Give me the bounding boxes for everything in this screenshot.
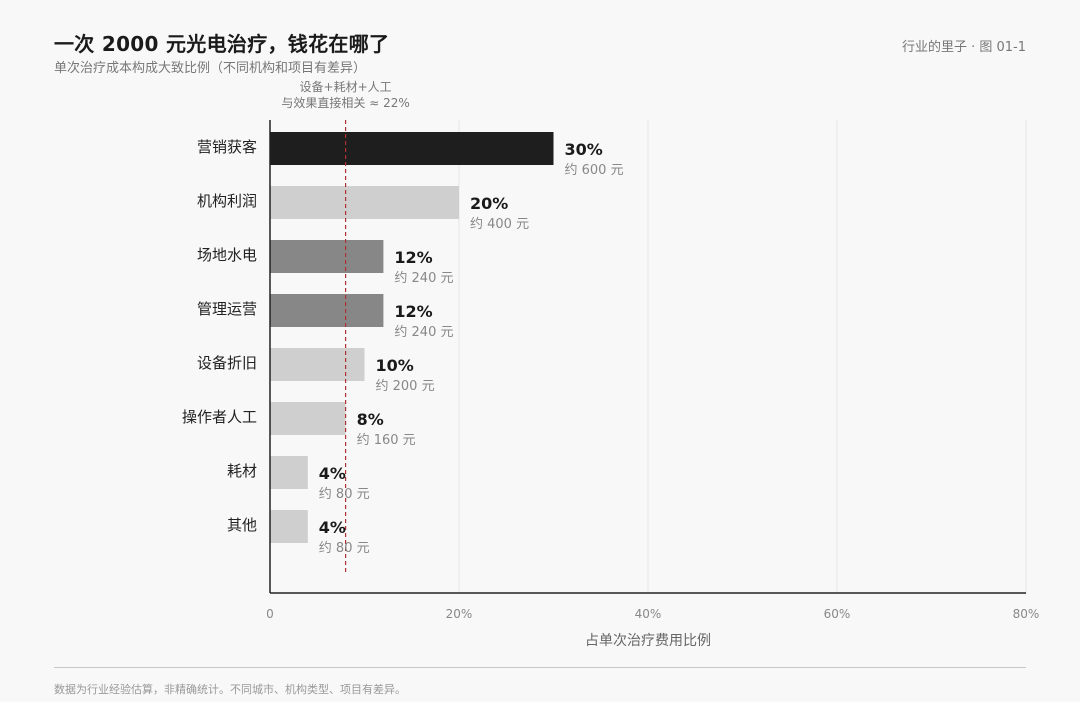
- x-tick-label: 0: [266, 607, 274, 621]
- chart-title: 一次 2000 元光电治疗，钱花在哪了: [54, 32, 390, 56]
- grid-lines: [458, 120, 1027, 593]
- footnote: 数据为行业经验估算，非精确统计。不同城市、机构类型、项目有差异。: [54, 683, 406, 696]
- value-label: 10%: [376, 356, 414, 375]
- bar: [270, 348, 365, 381]
- x-tick-label: 20%: [446, 607, 473, 621]
- bar: [270, 402, 346, 435]
- value-label: 12%: [394, 302, 432, 321]
- amount-label: 约 400 元: [470, 217, 529, 232]
- value-label: 8%: [357, 410, 384, 429]
- category-label: 操作者人工: [182, 408, 257, 426]
- value-label: 4%: [319, 518, 346, 537]
- value-label: 4%: [319, 464, 346, 483]
- x-tick-label: 80%: [1013, 607, 1040, 621]
- category-label: 营销获客: [197, 138, 257, 156]
- category-label: 设备折旧: [197, 354, 257, 372]
- reference-line-label: 与效果直接相关 ≈ 22%: [281, 95, 409, 110]
- bars: [270, 132, 554, 543]
- amount-label: 约 600 元: [565, 163, 624, 178]
- category-label: 机构利润: [197, 192, 257, 210]
- bar: [270, 186, 459, 219]
- x-tick-label: 40%: [635, 607, 662, 621]
- value-label: 20%: [470, 194, 508, 213]
- axes: [269, 120, 1026, 594]
- chart-subtitle: 单次治疗成本构成大致比例（不同机构和项目有差异）: [54, 61, 367, 76]
- value-label: 12%: [394, 248, 432, 267]
- value-label: 30%: [565, 140, 603, 159]
- amount-label: 约 240 元: [394, 325, 453, 340]
- bar: [270, 510, 308, 543]
- amount-label: 约 160 元: [357, 433, 416, 448]
- x-axis-title: 占单次治疗费用比例: [585, 633, 711, 649]
- reference-line-label: 设备+耗材+人工: [300, 80, 392, 94]
- bar: [270, 456, 308, 489]
- bar: [270, 132, 554, 165]
- bar: [270, 240, 384, 273]
- amount-label: 约 240 元: [394, 271, 453, 286]
- category-label: 场地水电: [197, 246, 257, 264]
- x-tick-label: 60%: [824, 607, 851, 621]
- amount-label: 约 80 元: [319, 541, 370, 556]
- amount-label: 约 200 元: [376, 379, 435, 394]
- footer-divider: [54, 667, 1026, 668]
- category-label: 管理运营: [197, 300, 257, 318]
- category-label: 耗材: [227, 462, 257, 480]
- source-tag: 行业的里子 · 图 01-1: [901, 40, 1026, 55]
- amount-label: 约 80 元: [319, 487, 370, 502]
- category-label: 其他: [227, 516, 257, 534]
- bar: [270, 294, 384, 327]
